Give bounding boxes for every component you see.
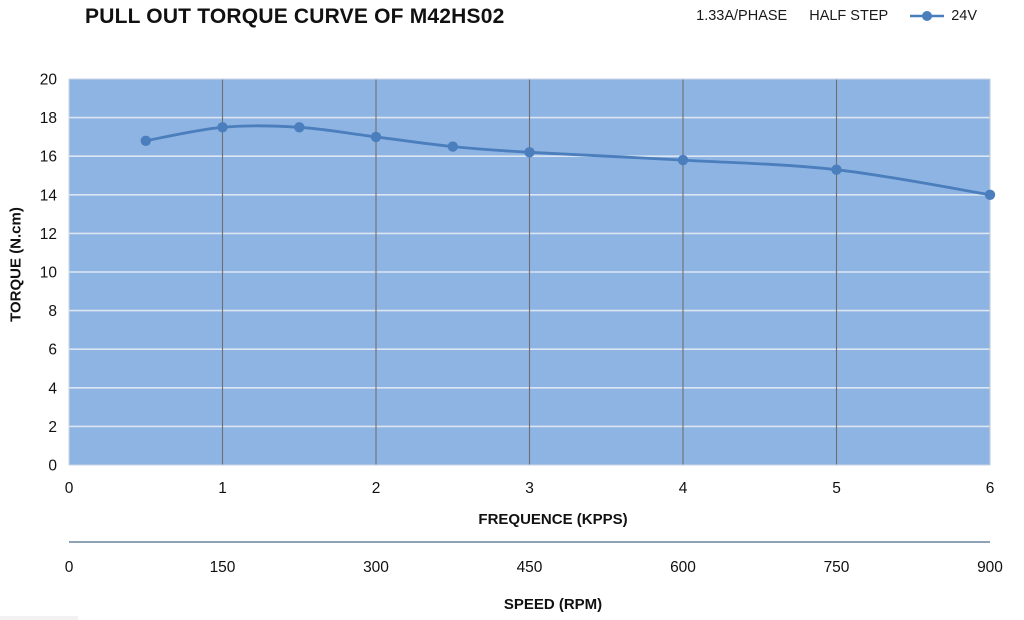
speed-tick-label: 450 (517, 559, 543, 576)
x-tick-label: 4 (679, 480, 688, 497)
legend-step-mode: HALF STEP (809, 8, 889, 24)
speed-tick-label: 900 (977, 559, 1003, 576)
data-point (984, 189, 996, 200)
data-point (294, 122, 305, 133)
y-tick-label: 14 (40, 187, 58, 204)
x-tick-label: 1 (218, 480, 227, 497)
y-tick-label: 8 (48, 303, 57, 320)
x-tick-label: 6 (986, 480, 995, 497)
x-tick-label: 5 (832, 480, 841, 497)
speed-tick-label: 600 (670, 559, 696, 576)
corner-strip (0, 616, 78, 620)
data-point (217, 122, 228, 133)
series-line-24v (144, 124, 992, 197)
legend-series-24v: 24V (910, 8, 977, 24)
data-point (677, 154, 689, 166)
y-tick-label: 20 (40, 72, 58, 89)
chart-legend: 1.33A/PHASE HALF STEP 24V (696, 8, 977, 24)
y-tick-label: 2 (48, 419, 57, 436)
legend-series-label: 24V (951, 8, 977, 24)
speed-tick-label: 150 (210, 559, 236, 576)
y-tick-label: 6 (48, 342, 57, 359)
chart-title: PULL OUT TORQUE CURVE OF M42HS02 (85, 5, 505, 28)
legend-current-rating: 1.33A/PHASE (696, 8, 788, 24)
data-point (524, 147, 535, 158)
data-point (140, 135, 151, 146)
speed-tick-label: 300 (363, 559, 389, 576)
y-tick-label: 18 (40, 110, 57, 127)
plot-border (68, 78, 991, 466)
y-tick-label: 0 (48, 458, 57, 475)
x-tick-label: 3 (525, 480, 534, 497)
y-tick-label: 12 (40, 226, 57, 243)
data-point (447, 141, 458, 152)
x-tick-label: 2 (372, 480, 381, 497)
data-point (831, 164, 842, 175)
x-tick-label: 0 (65, 480, 74, 497)
line-marker-icon (910, 11, 945, 21)
y-tick-label: 16 (40, 149, 57, 166)
secondary-x-axis-title: SPEED (RPM) (503, 596, 603, 613)
speed-tick-label: 750 (824, 559, 850, 576)
y-tick-label: 4 (48, 380, 57, 397)
speed-tick-label: 0 (65, 559, 74, 576)
data-point (370, 131, 382, 143)
x-axis-title: FREQUENCE (KPPS) (478, 511, 628, 528)
y-tick-label: 10 (40, 265, 58, 282)
